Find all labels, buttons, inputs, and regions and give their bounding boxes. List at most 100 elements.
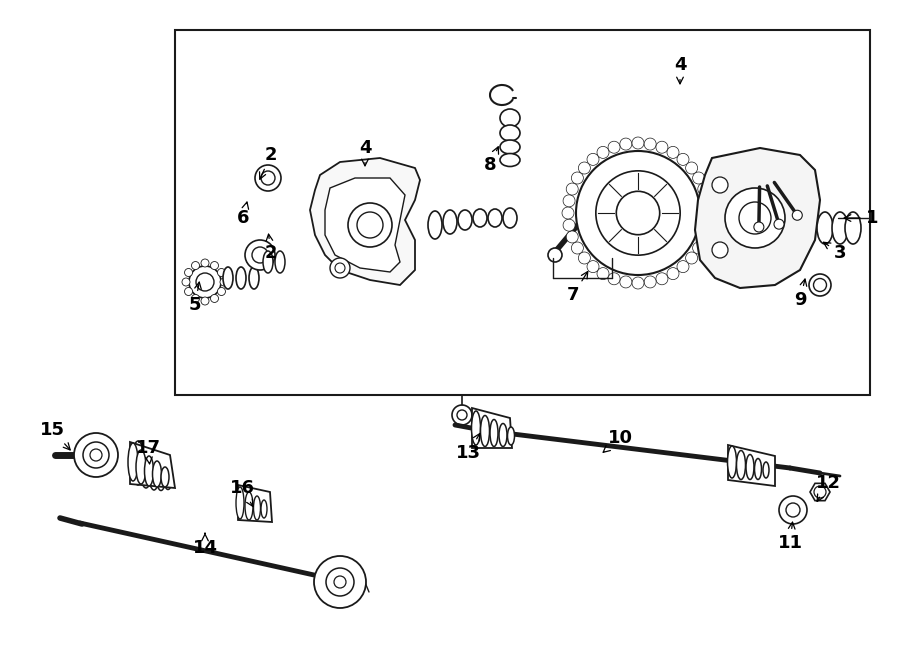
Ellipse shape <box>746 455 754 479</box>
Text: 14: 14 <box>193 533 218 557</box>
Ellipse shape <box>156 459 166 490</box>
Circle shape <box>686 162 698 174</box>
Circle shape <box>667 268 679 280</box>
Circle shape <box>201 297 209 305</box>
Text: 15: 15 <box>40 421 70 450</box>
Ellipse shape <box>128 443 138 481</box>
Circle shape <box>693 242 705 254</box>
Polygon shape <box>695 148 820 288</box>
Circle shape <box>548 248 562 262</box>
Circle shape <box>90 449 102 461</box>
Polygon shape <box>472 408 512 448</box>
Circle shape <box>608 141 620 153</box>
Circle shape <box>779 496 807 524</box>
Circle shape <box>792 210 802 220</box>
Text: 13: 13 <box>455 434 481 462</box>
Circle shape <box>201 259 209 267</box>
Circle shape <box>725 188 785 248</box>
Circle shape <box>218 268 226 276</box>
Circle shape <box>192 294 200 303</box>
Text: 10: 10 <box>603 429 633 452</box>
Ellipse shape <box>132 441 144 485</box>
Ellipse shape <box>152 461 161 487</box>
Ellipse shape <box>473 209 487 227</box>
Circle shape <box>184 288 193 295</box>
Circle shape <box>211 262 219 270</box>
Text: 11: 11 <box>778 522 803 552</box>
Circle shape <box>245 240 275 270</box>
Polygon shape <box>310 158 420 285</box>
Ellipse shape <box>500 153 520 167</box>
Ellipse shape <box>500 109 520 127</box>
Text: 4: 4 <box>359 139 371 166</box>
Polygon shape <box>325 178 405 272</box>
Circle shape <box>786 503 800 517</box>
Circle shape <box>712 242 728 258</box>
Ellipse shape <box>490 420 498 446</box>
Text: 12: 12 <box>815 474 841 502</box>
Circle shape <box>572 172 583 184</box>
Text: 8: 8 <box>483 147 499 174</box>
Circle shape <box>739 202 771 234</box>
Circle shape <box>693 172 705 184</box>
Circle shape <box>587 260 599 272</box>
Circle shape <box>220 278 228 286</box>
Ellipse shape <box>263 251 273 273</box>
Circle shape <box>579 252 590 264</box>
Ellipse shape <box>275 251 285 273</box>
Circle shape <box>698 231 710 243</box>
Circle shape <box>218 288 226 295</box>
Circle shape <box>184 268 193 276</box>
Ellipse shape <box>472 411 481 445</box>
Circle shape <box>572 242 583 254</box>
Ellipse shape <box>161 467 169 487</box>
Circle shape <box>656 273 668 285</box>
Ellipse shape <box>500 125 520 141</box>
Circle shape <box>566 231 578 243</box>
Ellipse shape <box>164 465 173 490</box>
Circle shape <box>701 219 713 231</box>
Polygon shape <box>810 483 830 500</box>
Ellipse shape <box>508 427 515 445</box>
Circle shape <box>620 276 632 288</box>
Circle shape <box>335 263 345 273</box>
Ellipse shape <box>428 211 442 239</box>
Ellipse shape <box>845 212 861 244</box>
Circle shape <box>182 278 190 286</box>
Text: 1: 1 <box>844 209 878 227</box>
Ellipse shape <box>817 212 833 244</box>
Circle shape <box>667 146 679 159</box>
Ellipse shape <box>754 459 761 479</box>
Circle shape <box>330 258 350 278</box>
Text: 16: 16 <box>230 479 255 506</box>
Circle shape <box>563 219 575 231</box>
Circle shape <box>677 260 689 272</box>
Circle shape <box>196 273 214 291</box>
Circle shape <box>348 203 392 247</box>
Text: 3: 3 <box>824 243 846 262</box>
Text: 9: 9 <box>794 279 806 309</box>
Text: 6: 6 <box>237 202 249 227</box>
Ellipse shape <box>223 267 233 289</box>
Ellipse shape <box>763 462 769 478</box>
Circle shape <box>587 153 599 165</box>
Ellipse shape <box>236 267 246 289</box>
Ellipse shape <box>814 278 826 292</box>
Text: 2: 2 <box>265 234 277 262</box>
Circle shape <box>656 141 668 153</box>
Circle shape <box>576 151 700 275</box>
Ellipse shape <box>254 496 260 520</box>
Circle shape <box>597 268 609 280</box>
Circle shape <box>74 433 118 477</box>
Ellipse shape <box>488 209 502 227</box>
Circle shape <box>677 153 689 165</box>
Circle shape <box>566 183 578 195</box>
Circle shape <box>334 576 346 588</box>
Ellipse shape <box>727 446 736 478</box>
Text: 4: 4 <box>674 56 686 84</box>
Polygon shape <box>130 442 175 488</box>
Circle shape <box>252 247 268 263</box>
Text: 5: 5 <box>189 282 202 314</box>
Ellipse shape <box>809 274 831 296</box>
Polygon shape <box>728 445 775 486</box>
